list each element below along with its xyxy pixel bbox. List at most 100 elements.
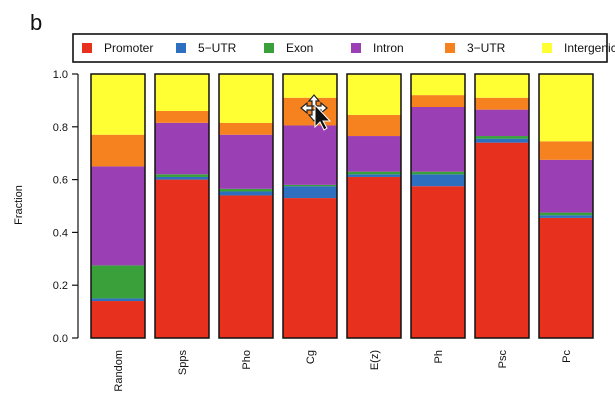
bar-segment-3−UTR	[219, 122, 273, 135]
legend-label: 3−UTR	[467, 41, 506, 55]
bar-segment-3−UTR	[539, 141, 593, 160]
bar-outline	[282, 73, 338, 339]
bar-segment-Promoter	[219, 195, 273, 338]
bar-segment-Intergenic	[283, 74, 337, 98]
bar-segment-3−UTR	[347, 114, 401, 137]
x-tick-label: Ph	[433, 350, 445, 363]
legend-entry-Intergenic: Intergenic	[542, 41, 615, 55]
legend-swatch	[264, 43, 274, 53]
bar-segment-Intron	[347, 136, 401, 172]
legend-label: 5−UTR	[198, 41, 237, 55]
legend: Promoter 5−UTR Exon Intron 3−UTR Intergenic	[72, 33, 615, 63]
bar-segment-3−UTR	[91, 134, 145, 167]
bar-Psc	[474, 73, 530, 339]
legend-entry-Exon: Exon	[264, 41, 313, 55]
x-tick-label: Pc	[561, 350, 573, 363]
bar-segment-3−UTR	[155, 110, 209, 123]
y-tick-label: 0.0	[53, 333, 68, 345]
legend-swatch	[82, 43, 92, 53]
legend-swatch	[542, 43, 552, 53]
x-tick-label: Psc	[497, 350, 509, 369]
bar-segment-Exon	[91, 265, 145, 299]
bar-segment-Intergenic	[155, 74, 209, 111]
bar-outline	[538, 73, 594, 339]
x-tick-label: Pho	[241, 350, 253, 370]
bar-segment-5−UTR	[155, 176, 209, 180]
bar-segment-Intergenic	[475, 74, 529, 98]
bar-segment-5−UTR	[283, 186, 337, 199]
y-axis-label: Fraction	[13, 185, 25, 225]
bar-outline	[474, 73, 530, 339]
bar-segment-Promoter	[347, 176, 401, 338]
bar-segment-Intron	[91, 166, 145, 266]
bar-segment-Intron	[475, 109, 529, 137]
legend-label: Promoter	[104, 41, 153, 55]
bar-Pho	[218, 73, 274, 339]
bar-segment-Intron	[219, 134, 273, 189]
y-tick-label: 1.0	[53, 69, 68, 81]
bar-segment-Intron	[539, 159, 593, 213]
bar-segment-Promoter	[155, 179, 209, 338]
bar-segment-Intron	[411, 107, 465, 172]
y-tick-label: 0.4	[53, 227, 68, 239]
legend-swatch	[445, 43, 455, 53]
bar-Cg	[282, 73, 338, 339]
bar-segment-Intron	[155, 122, 209, 175]
bar-segment-Promoter	[475, 142, 529, 338]
bar-segment-Promoter	[539, 217, 593, 338]
legend-label: Intergenic	[564, 41, 615, 55]
legend-swatch	[351, 43, 361, 53]
bar-segment-Promoter	[411, 186, 465, 338]
bar-segment-5−UTR	[219, 191, 273, 196]
x-tick-label: Cg	[305, 350, 317, 364]
bar-segment-Exon	[155, 174, 209, 177]
bar-outline	[154, 73, 210, 339]
y-tick-label: 0.8	[53, 122, 68, 134]
bar-segment-Exon	[475, 136, 529, 139]
bar-segment-3−UTR	[411, 95, 465, 107]
bars: Random Spps Pho Cg E(z) Ph Psc Pc	[90, 73, 594, 392]
bar-outline	[218, 73, 274, 339]
bar-segment-Promoter	[283, 198, 337, 338]
bar-segment-Intergenic	[219, 74, 273, 123]
bar-outline	[90, 73, 146, 339]
bar-outline	[410, 73, 466, 339]
bar-segment-Exon	[411, 171, 465, 175]
bar-segment-Exon	[219, 188, 273, 192]
legend-entry-Intron: Intron	[351, 41, 404, 55]
move-cursor-icon	[300, 94, 332, 131]
bar-segment-Intergenic	[91, 74, 145, 135]
x-tick-label: Random	[113, 350, 125, 392]
axes: 0.0 0.2 0.4 0.6 0.8 1.0	[53, 69, 79, 345]
bar-segment-Exon	[283, 184, 337, 187]
bar-segment-5−UTR	[91, 298, 145, 302]
bar-segment-3−UTR	[475, 97, 529, 110]
bar-outline	[346, 73, 402, 339]
bar-Ph	[410, 73, 466, 339]
bar-segment-Intergenic	[539, 74, 593, 142]
legend-label: Exon	[286, 41, 313, 55]
x-tick-label: E(z)	[369, 350, 381, 370]
y-tick-label: 0.6	[53, 175, 68, 187]
bar-Random	[90, 73, 146, 339]
legend-entry-5−UTR: 5−UTR	[176, 41, 237, 55]
bar-segment-5−UTR	[347, 174, 401, 177]
bar-segment-Promoter	[91, 301, 145, 338]
legend-box	[72, 33, 608, 63]
bar-E(z)	[346, 73, 402, 339]
panel-label: b	[30, 10, 42, 35]
bar-segment-Exon	[539, 212, 593, 216]
bar-segment-Intergenic	[411, 74, 465, 96]
legend-swatch	[176, 43, 186, 53]
y-tick-label: 0.2	[53, 280, 68, 292]
legend-label: Intron	[373, 41, 404, 55]
bar-Pc	[538, 73, 594, 339]
bar-segment-Intergenic	[347, 74, 401, 115]
legend-entry-Promoter: Promoter	[82, 41, 153, 55]
bar-segment-Intron	[283, 125, 337, 185]
bar-Spps	[154, 73, 210, 339]
bar-segment-5−UTR	[475, 138, 529, 143]
bar-segment-5−UTR	[539, 215, 593, 218]
legend-entry-3−UTR: 3−UTR	[445, 41, 506, 55]
